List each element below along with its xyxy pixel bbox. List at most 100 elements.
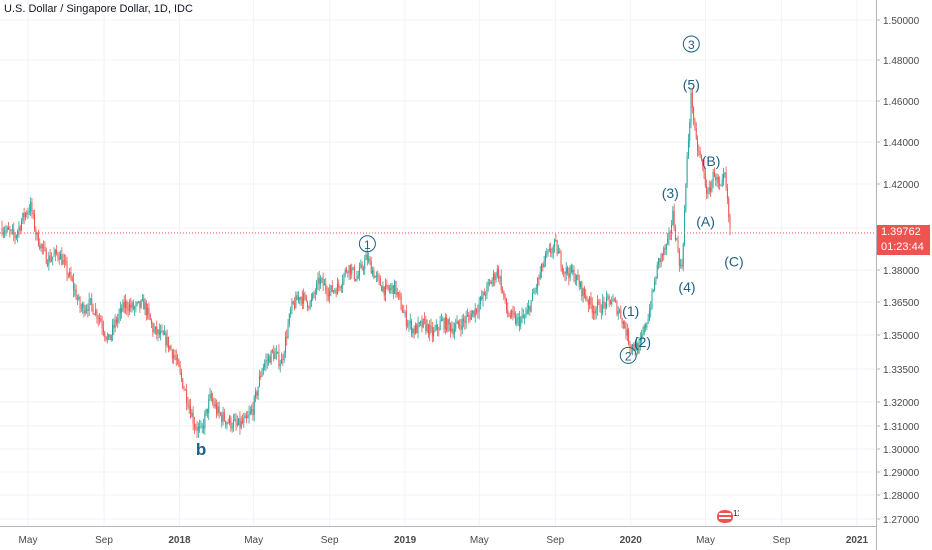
- candle-body: [425, 319, 427, 332]
- candle-body: [521, 315, 523, 319]
- candle-body: [587, 300, 589, 305]
- candle-body: [663, 248, 665, 256]
- candle-body: [102, 327, 104, 333]
- candle-body: [693, 107, 695, 121]
- candle-body: [309, 301, 311, 308]
- candle-body: [385, 284, 387, 296]
- candle-body: [703, 165, 705, 174]
- candle-body: [45, 249, 47, 264]
- price-tick-label: 1.50000: [883, 16, 920, 27]
- candle-body: [323, 283, 325, 286]
- candle-body: [652, 290, 654, 291]
- candle-body: [607, 296, 609, 298]
- candle-body: [245, 415, 247, 419]
- candle-body: [472, 310, 474, 314]
- candle-body: [405, 311, 407, 326]
- wave-label-text: b: [196, 440, 206, 459]
- wave-label: (B): [702, 153, 721, 169]
- candle-body: [74, 289, 76, 291]
- candle-body: [140, 300, 142, 308]
- candle-body: [364, 259, 366, 269]
- candle-body: [278, 352, 280, 366]
- wave-label: (2): [634, 334, 651, 350]
- candle-body: [352, 267, 354, 269]
- candle-body: [240, 420, 242, 428]
- candle-body: [187, 403, 189, 408]
- price-axis[interactable]: 1.500001.480001.460001.440001.420001.400…: [876, 0, 920, 550]
- last-price-label: 1.39762: [877, 224, 930, 240]
- candle-body: [456, 320, 458, 325]
- candle-body: [686, 156, 688, 185]
- candle-body: [491, 279, 493, 285]
- candle-body: [229, 417, 231, 423]
- candle-body: [533, 292, 535, 294]
- candle-body: [15, 235, 17, 238]
- candle-body: [162, 331, 164, 335]
- candle-body: [109, 334, 111, 341]
- candle-body: [114, 319, 116, 328]
- candle-body: [660, 254, 662, 263]
- candle-body: [149, 313, 151, 321]
- candle-body: [522, 315, 524, 318]
- time-tick-label: May: [244, 535, 263, 546]
- candle-body: [110, 335, 112, 341]
- candle-body: [178, 359, 180, 367]
- candle-body: [446, 317, 448, 331]
- candle-body: [633, 344, 635, 349]
- candle-body: [671, 224, 673, 233]
- candle-body: [30, 202, 32, 212]
- candle-body: [40, 244, 42, 249]
- candle-body: [31, 202, 33, 214]
- flag-badge-icon[interactable]: 11: [715, 507, 739, 525]
- candle-body: [169, 346, 171, 349]
- candle-body: [388, 288, 390, 290]
- candle-body: [242, 420, 244, 423]
- candle-body: [95, 310, 97, 315]
- candle-body: [554, 240, 556, 247]
- candle-body: [576, 274, 578, 281]
- candle-body: [251, 409, 253, 412]
- candle-body: [79, 297, 81, 308]
- candle-body: [442, 319, 444, 321]
- candle-body: [616, 301, 618, 315]
- candle-body: [526, 309, 528, 315]
- candle-body: [318, 277, 320, 285]
- time-axis[interactable]: May Sep 2018 May Sep 2019 May Sep 2020 May Sep 2021: [0, 526, 876, 547]
- candle-body: [203, 425, 205, 429]
- candle-body: [208, 399, 210, 413]
- candle-body: [49, 255, 51, 262]
- candle-body: [347, 271, 349, 273]
- candle-body: [348, 265, 350, 273]
- candle-body: [668, 232, 670, 240]
- candle-body: [139, 301, 141, 308]
- wave-label: (4): [678, 279, 695, 295]
- candle-body: [550, 248, 552, 254]
- candle-body: [595, 308, 597, 314]
- candle-body: [14, 234, 16, 238]
- candle-body: [392, 285, 394, 294]
- candle-body: [61, 254, 63, 265]
- candle-body: [91, 298, 93, 305]
- candle-body: [83, 304, 85, 314]
- candle-body: [546, 253, 548, 254]
- candle-body: [437, 324, 439, 330]
- candle-body: [218, 406, 220, 414]
- candle-body: [17, 231, 19, 236]
- candle-body: [582, 288, 584, 297]
- candle-body: [455, 324, 457, 330]
- candle-body: [373, 270, 375, 278]
- candle-body: [539, 272, 541, 279]
- candle-body: [535, 288, 537, 290]
- candle-body: [474, 308, 476, 317]
- candle-body: [704, 173, 706, 186]
- candle-body: [537, 278, 539, 289]
- candle-body: [372, 270, 374, 274]
- candle-body: [706, 185, 708, 194]
- candle-body: [122, 301, 124, 312]
- candle-body: [8, 227, 10, 230]
- candle-body: [145, 302, 147, 316]
- candle-body: [205, 408, 207, 415]
- candle-body: [130, 304, 132, 308]
- candle-body: [561, 267, 563, 272]
